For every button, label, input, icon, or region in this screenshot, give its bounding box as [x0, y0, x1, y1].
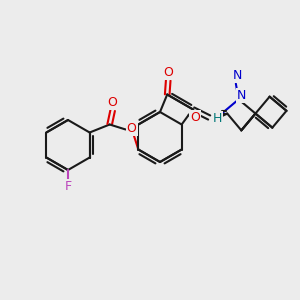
- Text: O: O: [108, 96, 118, 109]
- Text: N: N: [237, 89, 246, 102]
- Text: O: O: [127, 122, 136, 135]
- Text: O: O: [190, 111, 200, 124]
- Text: O: O: [163, 66, 173, 79]
- Text: N: N: [233, 69, 242, 82]
- Text: H: H: [212, 112, 222, 125]
- Text: F: F: [64, 179, 72, 193]
